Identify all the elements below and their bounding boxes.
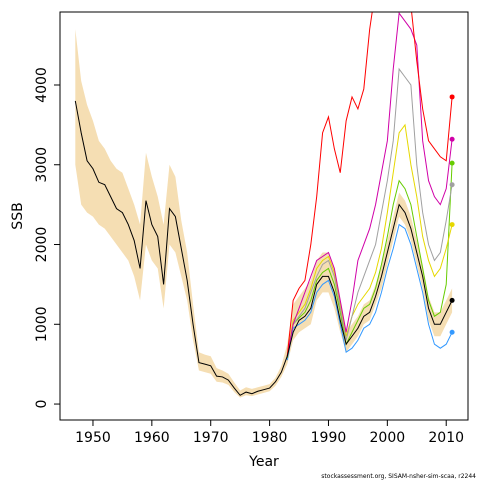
confidence-band (75, 29, 453, 398)
end-point (449, 297, 455, 303)
y-axis-label: SSB (10, 202, 26, 229)
end-point (449, 94, 455, 100)
y-tick-label: 1000 (34, 306, 50, 342)
y-tick-label: 4000 (34, 67, 50, 103)
y-tick-label: 3000 (34, 147, 50, 183)
end-point (449, 182, 455, 188)
plot-frame (59, 11, 469, 421)
series-line (286, 163, 453, 358)
series-line (286, 223, 453, 361)
end-point (449, 222, 455, 228)
x-tick-label: 1960 (134, 430, 170, 446)
end-point (449, 329, 455, 335)
x-tick-label: 2010 (428, 430, 464, 446)
end-point (449, 160, 455, 166)
series-line (74, 100, 453, 396)
series-line (286, 67, 453, 357)
x-tick-label: 1950 (75, 430, 111, 446)
x-tick-label: 2000 (370, 430, 406, 446)
y-tick-label: 2000 (34, 227, 50, 263)
series-line (286, 12, 453, 357)
footer: stockassessment.org, SISAM-nsher-sim-sca… (321, 473, 476, 480)
x-axis-label: Year (248, 454, 279, 470)
x-tick-label: 1990 (311, 430, 347, 446)
y-tick-label: 0 (34, 400, 50, 409)
end-point (449, 136, 455, 142)
plot-area (74, 12, 455, 398)
series-line (286, 123, 453, 357)
series-line (286, 12, 453, 357)
x-tick-label: 1970 (193, 430, 229, 446)
x-tick-label: 1980 (252, 430, 288, 446)
